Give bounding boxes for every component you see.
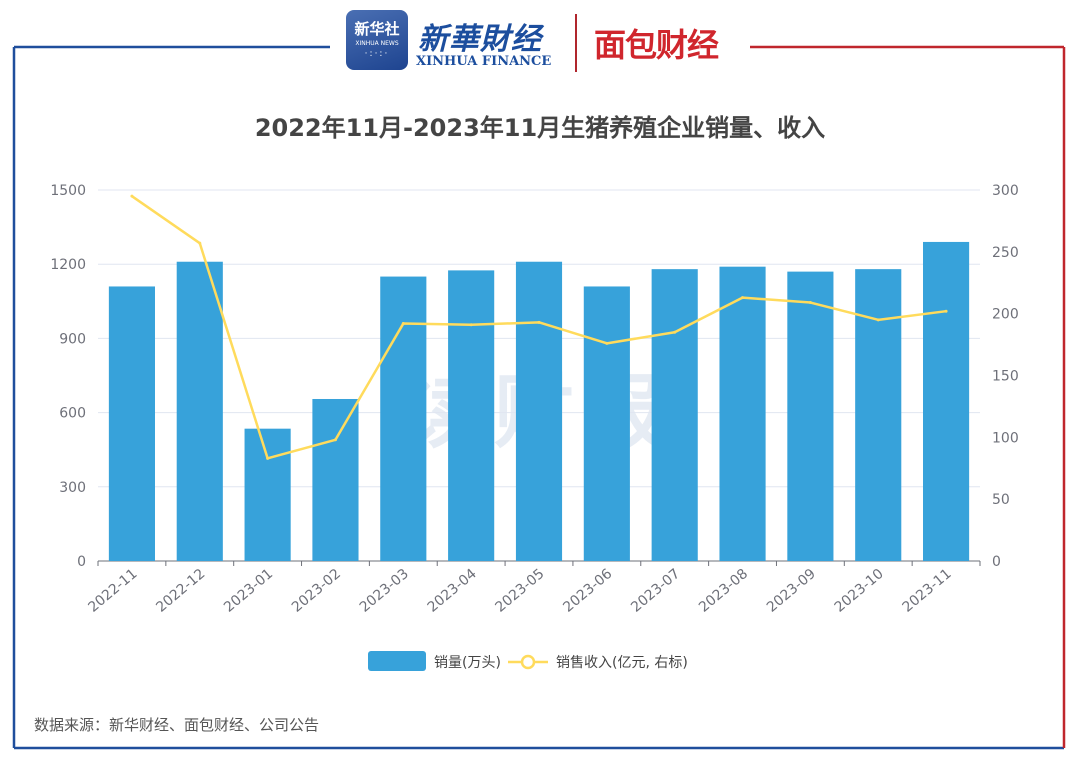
y-right-tick-label: 300 <box>992 183 1019 199</box>
y-left-tick-label: 1500 <box>50 183 86 199</box>
line-point <box>741 296 745 300</box>
x-tick-label: 2023-07 <box>628 566 683 616</box>
legend-bar-label[interactable]: 销量(万头) <box>434 655 501 671</box>
line-point <box>198 241 202 245</box>
legend-bar-swatch[interactable] <box>368 651 426 671</box>
x-tick-label: 2023-10 <box>832 566 887 616</box>
x-tick-label: 2023-11 <box>900 566 955 616</box>
bar <box>244 428 291 561</box>
line-point <box>673 330 677 334</box>
x-tick-label: 2023-05 <box>492 566 547 616</box>
xinhua-news-badge: 新华社 XINHUA NEWS ·:·:· <box>346 10 408 70</box>
y-right-tick-label: 50 <box>992 492 1010 508</box>
line-point <box>469 323 473 327</box>
y-right-tick-label: 100 <box>992 430 1019 446</box>
chart-title: 2022年11月-2023年11月生猪养殖企业销量、收入 <box>254 114 826 142</box>
bar <box>719 266 766 561</box>
line-point <box>130 194 134 198</box>
bar <box>583 286 630 561</box>
line-point <box>808 301 812 305</box>
line-point <box>876 318 880 322</box>
line-point <box>944 309 948 313</box>
bar <box>176 261 223 561</box>
bar <box>515 261 563 561</box>
bar <box>380 276 427 561</box>
line-point <box>537 320 541 324</box>
x-tick-label: 2023-02 <box>289 566 344 616</box>
line-point <box>605 341 609 345</box>
x-tick-label: 2022-12 <box>153 566 208 616</box>
xinhua-finance-logo-en: XINHUA FINANCE <box>416 54 552 69</box>
y-left-tick-label: 0 <box>77 554 86 570</box>
bar <box>448 270 495 561</box>
bar <box>312 398 359 561</box>
y-right-tick-label: 0 <box>992 554 1001 570</box>
y-right-tick-label: 250 <box>992 245 1019 261</box>
bar <box>855 269 902 561</box>
x-tick-label: 2023-08 <box>696 566 751 616</box>
xinhua-badge-cn: 新华社 <box>354 20 400 38</box>
xinhua-badge-en: XINHUA NEWS <box>355 40 399 47</box>
x-tick-label: 2023-06 <box>560 566 615 616</box>
bar <box>923 241 970 561</box>
source-note: 数据来源：新华财经、面包财经、公司公告 <box>34 716 320 734</box>
x-tick-label: 2022-11 <box>85 566 140 616</box>
bar <box>651 269 698 561</box>
legend-line-label[interactable]: 销售收入(亿元, 右标) <box>556 655 688 671</box>
x-tick-label: 2023-04 <box>425 566 480 616</box>
x-tick-label: 2023-01 <box>221 566 276 616</box>
y-left-tick-label: 900 <box>59 331 86 347</box>
xinhua-finance-logo-cn: 新華財经 <box>418 22 542 57</box>
y-left-tick-label: 300 <box>59 480 86 496</box>
line-point <box>401 322 405 326</box>
bar <box>787 271 834 561</box>
legend-line-swatch[interactable] <box>506 650 550 674</box>
x-tick-label: 2023-03 <box>357 566 412 616</box>
globe-icon: ·:·:· <box>364 49 390 59</box>
mianbao-finance-logo: 面包财经 <box>594 26 719 64</box>
line-point <box>266 456 270 460</box>
y-right-tick-label: 200 <box>992 307 1019 323</box>
y-left-tick-label: 600 <box>59 406 86 422</box>
y-right-tick-label: 150 <box>992 369 1019 385</box>
line-point <box>333 438 337 442</box>
y-left-tick-label: 1200 <box>50 257 86 273</box>
x-tick-label: 2023-09 <box>764 566 819 616</box>
bar <box>108 286 155 561</box>
